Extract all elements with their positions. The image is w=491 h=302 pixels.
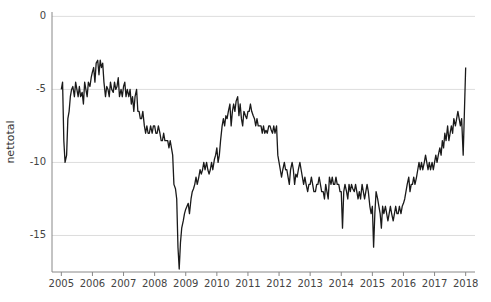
x-tick [92,272,93,276]
x-tick [279,272,280,276]
x-tick-label: 2008 [142,278,167,289]
y-axis-label: nettotal [4,120,17,163]
x-tick [216,272,217,276]
chart: 0 -5 -10 -15 2005 2006 2007 2008 2009 2010 2011 201… [0,0,491,302]
x-tick-label: 2013 [297,278,322,289]
x-tick-label: 2006 [80,278,105,289]
x-tick [341,272,342,276]
x-tick-label: 2009 [173,278,198,289]
y-tick-label: 0 [40,10,46,21]
x-tick [403,272,404,276]
grid-line [52,162,475,163]
x-tick-label: 2005 [49,278,74,289]
x-tick-label: 2010 [204,278,229,289]
background [0,0,491,302]
x-tick-label: 2015 [360,278,385,289]
x-tick [61,272,62,276]
x-tick [185,272,186,276]
x-tick [434,272,435,276]
grid-line [52,235,475,236]
x-tick-label: 2011 [235,278,260,289]
x-tick-label: 2007 [111,278,136,289]
y-tick-label: -5 [36,83,46,94]
y-axis-line [52,12,53,272]
plot-area [61,60,465,269]
x-tick-label: 2014 [329,278,354,289]
y-tick-label: -15 [30,229,46,240]
x-tick [247,272,248,276]
x-tick [372,272,373,276]
line [61,60,465,269]
x-tick-label: 2012 [266,278,291,289]
x-tick [310,272,311,276]
x-tick [154,272,155,276]
x-tick [465,272,466,276]
y-tick-label: -10 [30,156,46,167]
x-tick-label: 2016 [391,278,416,289]
x-axis-line [52,272,475,273]
grid-line [52,16,475,17]
x-tick-label: 2017 [422,278,447,289]
x-tick-label: 2018 [453,278,478,289]
x-tick [123,272,124,276]
